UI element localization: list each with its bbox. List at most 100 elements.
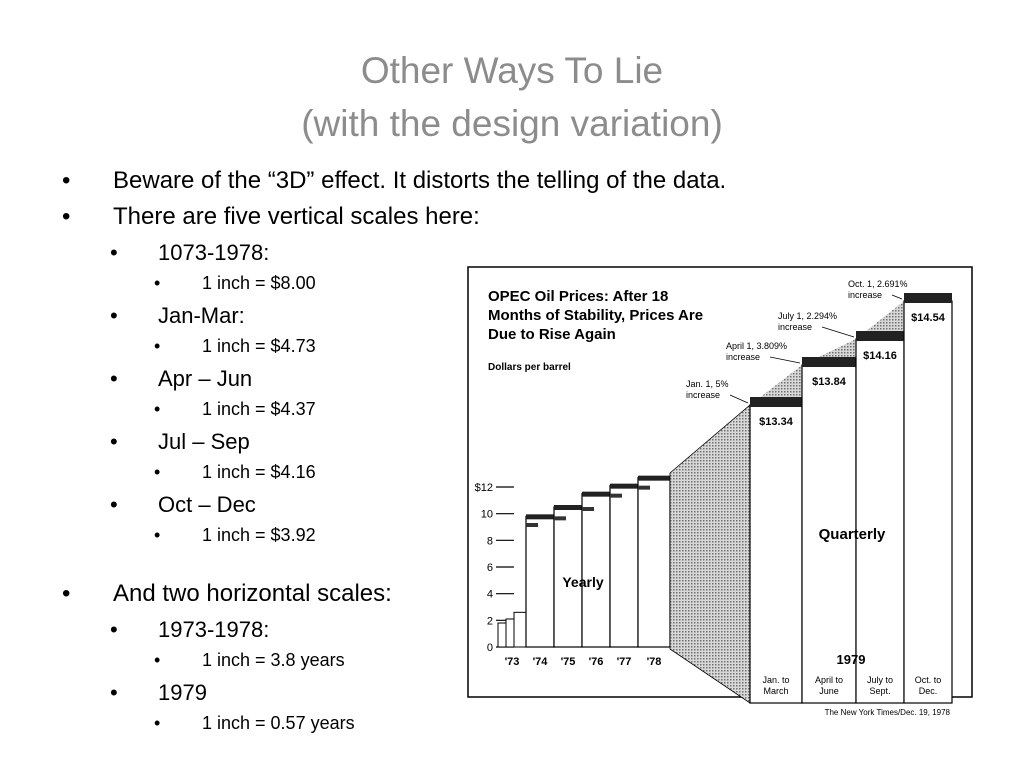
quarterly-bar-cap [802,357,856,367]
bullet-level3-text: 1 inch = 0.57 years [202,713,355,733]
annotation-line2: increase [778,322,812,332]
bullet-level2-text: 1973-1978: [158,617,270,642]
x-tick-label-yearly: '75 [561,656,576,668]
x-tick-label-yearly: '77 [617,656,632,668]
yearly-bar-step [554,516,566,521]
y-tick-label: 8 [487,535,493,547]
quarterly-value-label: $13.34 [759,416,794,428]
yearly-bar-cap [526,514,554,520]
bullet-marker: • [62,580,71,607]
bullet-level2-text: Apr – Jun [158,366,253,391]
y-tick-label: $12 [475,482,493,494]
annotation-line2: increase [686,390,720,400]
bullet-marker: • [154,399,161,419]
quarterly-label: Quarterly [819,526,886,543]
bullet-marker: • [62,167,71,194]
quarterly-bar-cap [856,331,904,341]
bullet-level3-text: 1 inch = $4.37 [202,399,316,419]
quarterly-bar [749,404,803,704]
y-tick-label: 2 [487,615,493,627]
x-tick-label-yearly: '76 [589,656,604,668]
y-tick-label: 0 [487,642,493,654]
yearly-label: Yearly [562,574,603,590]
y-tick-label: 6 [487,562,493,574]
bullet-marker: • [62,203,71,230]
bullet-marker: • [110,429,118,454]
yearly-bar-cap [554,505,582,510]
bullet-level2-text: 1073-1978: [158,240,270,265]
bullet-marker: • [110,617,118,642]
yearly-step-bar [505,618,515,648]
bullet-level2-text: Jan-Mar: [158,303,245,328]
bullet-level1-text: And two horizontal scales: [113,580,392,607]
quarterly-bar [903,300,953,704]
bullet-level3-text: 1 inch = $8.00 [202,273,316,293]
x-tick-label-quarterly: Oct. to Dec. [915,675,942,696]
yearly-bar-step [638,485,650,490]
yearly-bar [553,506,583,648]
quarterly-value-label: $13.84 [812,376,847,388]
annotation-line1: April 1, 3.809% [726,341,787,351]
yearly-bar [581,493,611,648]
yearly-bar-step [526,523,538,527]
annotation-line2: increase [848,290,882,300]
bullet-level1-text: There are five vertical scales here: [113,203,480,230]
year-1979-label: 1979 [837,652,866,667]
bullet-level1-text: Beware of the “3D” effect. It distorts t… [113,167,727,194]
chart-source: The New York Times/Dec. 19, 1978 [825,708,951,717]
yearly-bar [609,485,639,648]
yearly-bar-cap [610,483,638,489]
bullet-level3-text: 1 inch = $3.92 [202,525,316,545]
bullet-level3-text: 1 inch = 3.8 years [202,650,345,670]
chart-title-line: Due to Rise Again [488,326,616,343]
bullet-marker: • [154,336,161,356]
chart-title-line: OPEC Oil Prices: After 18 [488,288,668,305]
bullet-level3-text: 1 inch = $4.16 [202,462,316,482]
bullet-marker: • [154,462,161,482]
chart-ylabel: Dollars per barrel [488,362,571,373]
annotation-leader [821,326,855,338]
opec-oil-price-chart: OPEC Oil Prices: After 18 Months of Stabi… [467,266,973,717]
yearly-step-bar [513,611,527,648]
bullet-marker: • [154,713,161,733]
yearly-step-bar [497,622,507,648]
annotation-line1: July 1, 2.294% [778,311,837,321]
bullet-level2-text: 1979 [158,680,207,705]
annotation-leader [729,394,749,404]
bullet-marker: • [110,492,118,517]
x-tick-label-yearly: '78 [647,656,662,668]
yearly-bar-step [610,493,622,498]
annotation-leader [891,294,903,300]
quarterly-value-label: $14.54 [911,312,946,324]
chart-title-line: Months of Stability, Prices Are [488,307,703,324]
yearly-bar-step [582,507,594,511]
x-tick-label-yearly: '74 [533,656,549,668]
slide-title-line1: Other Ways To Lie [360,50,664,91]
annotation-leader [769,356,801,364]
bullet-marker: • [110,303,118,328]
bullet-marker: • [110,680,118,705]
yearly-bar [637,477,671,648]
annotation-line1: Oct. 1, 2.691% [848,279,908,289]
yearly-bar-cap [638,475,670,481]
bullet-level3-text: 1 inch = $4.73 [202,336,316,356]
x-tick-label-quarterly: Jan. to March [762,675,789,696]
bullet-level2-text: Jul – Sep [158,429,250,454]
slide-title-line2: (with the design variation) [301,103,723,144]
bullet-level2-text: Oct – Dec [158,492,256,517]
quarterly-bar-cap [750,397,802,407]
y-tick-label: 10 [481,509,493,521]
bullet-marker: • [110,240,118,265]
annotation-line1: Jan. 1, 5% [686,379,729,389]
x-tick-label-yearly: '73 [505,656,520,668]
bullet-marker: • [154,525,161,545]
bullet-marker: • [110,366,118,391]
quarterly-bar-cap [904,293,952,303]
bullet-marker: • [154,650,161,670]
y-tick-label: 4 [487,589,493,601]
slide-title: Other Ways To Lie (with the design varia… [0,44,1024,150]
x-tick-label-quarterly: July to Sept. [867,675,893,696]
quarterly-value-label: $14.16 [863,350,897,362]
quarterly-bar [855,338,905,704]
x-tick-label-quarterly: April to June [815,675,843,696]
